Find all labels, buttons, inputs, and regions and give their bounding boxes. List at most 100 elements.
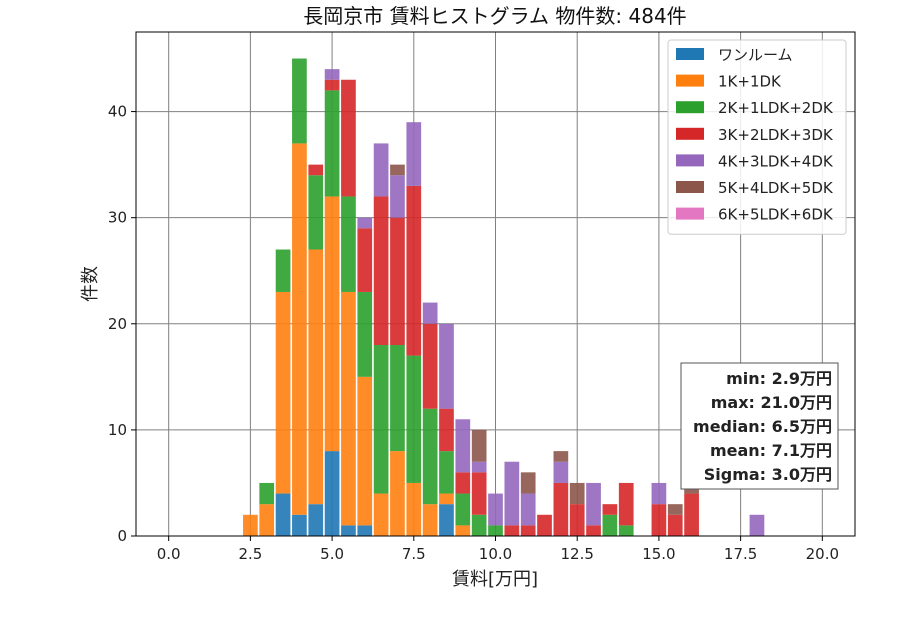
histogram-bar [422, 302, 438, 324]
histogram-bar [324, 451, 340, 536]
histogram-bar [292, 58, 307, 144]
stats-line: min: 2.9万円 [726, 369, 832, 388]
histogram-bar [422, 323, 438, 409]
histogram-bar [308, 164, 324, 176]
histogram-bar [553, 482, 569, 536]
legend-label: 3K+2LDK+3DK [718, 126, 834, 144]
legend-label: 6K+5LDK+6DK [718, 206, 834, 224]
histogram-bar [390, 451, 405, 536]
histogram-bar [618, 525, 634, 536]
bars [243, 58, 765, 536]
legend-swatch [676, 101, 704, 114]
histogram-bar [324, 90, 340, 197]
histogram-bar [390, 164, 405, 176]
histogram-bar [569, 504, 585, 536]
histogram-bar [553, 461, 569, 483]
histogram-bar [373, 143, 389, 197]
histogram-bar [308, 504, 324, 536]
x-axis-ticks: 0.0 2.5 5.0 7.5 10.0 12.5 15.0 17.5 20.0 [157, 536, 839, 563]
legend-swatch [676, 48, 704, 60]
histogram-bar [439, 451, 454, 494]
legend: ワンルーム 1K+1DK 2K+1LDK+2DK 3K+2LDK+3DK 4K+3LDK… [667, 39, 847, 235]
histogram-bar [504, 461, 520, 526]
legend-swatch [676, 127, 704, 140]
histogram-bar [504, 525, 520, 536]
histogram-bar [455, 525, 471, 536]
histogram-bar [520, 525, 536, 536]
legend-label: 5K+4LDK+5DK [718, 179, 834, 197]
histogram-bar [357, 525, 373, 536]
histogram-bar [357, 217, 373, 229]
histogram-bar [488, 525, 503, 536]
x-tick-label: 15.0 [642, 545, 675, 563]
x-tick-label: 20.0 [806, 545, 839, 563]
histogram-bar [471, 429, 487, 462]
histogram-bar [406, 482, 422, 536]
histogram-bar [651, 504, 667, 536]
histogram-bar [373, 196, 389, 346]
histogram-bar [439, 504, 454, 536]
histogram-bar [651, 482, 667, 505]
histogram-bar [292, 143, 307, 515]
histogram-bar [618, 482, 634, 526]
histogram-bar [324, 79, 340, 91]
histogram-bar [667, 514, 683, 536]
x-axis-label: 賃料[万円] [452, 569, 538, 590]
histogram-bar [292, 514, 307, 536]
legend-label: 4K+3LDK+4DK [718, 152, 834, 170]
histogram-bar [602, 514, 618, 536]
histogram-bar [422, 504, 438, 536]
stats-line: max: 21.0万円 [711, 393, 832, 412]
histogram-bar [341, 525, 356, 536]
histogram-bar [586, 482, 601, 526]
histogram-bar [357, 291, 373, 377]
histogram-bar [684, 493, 699, 536]
histogram-bar [602, 504, 618, 515]
histogram-bar [586, 525, 601, 536]
histogram-bar [243, 514, 258, 536]
legend-label: ワンルーム [718, 46, 793, 64]
histogram-bar [569, 482, 585, 505]
histogram-bar [471, 514, 487, 536]
histogram-bar [308, 249, 324, 505]
histogram-bar [341, 291, 356, 526]
y-axis-label: 件数 [80, 266, 101, 302]
histogram-bar [390, 217, 405, 346]
y-tick-label: 40 [108, 103, 127, 121]
histogram-bar [373, 345, 389, 494]
histogram-bar [455, 493, 471, 526]
legend-swatch [676, 207, 704, 220]
histogram-bar [357, 376, 373, 526]
y-tick-label: 0 [117, 527, 127, 545]
histogram-bar [390, 345, 405, 452]
histogram-bar [553, 451, 569, 462]
histogram-bar [537, 514, 552, 536]
histogram-bar [667, 504, 683, 515]
histogram-bar [259, 482, 275, 505]
x-tick-label: 12.5 [561, 545, 594, 563]
y-tick-label: 30 [108, 209, 127, 227]
legend-label: 1K+1DK [718, 73, 782, 91]
histogram-bar [749, 514, 765, 536]
histogram-bar [455, 472, 471, 494]
x-tick-label: 7.5 [402, 545, 426, 563]
histogram-bar [341, 79, 356, 197]
histogram-bar [439, 493, 454, 505]
histogram-bar [324, 69, 340, 80]
x-tick-label: 2.5 [238, 545, 262, 563]
histogram-bar [390, 175, 405, 218]
histogram-bar [341, 196, 356, 292]
histogram-bar [520, 493, 536, 526]
histogram-bar [357, 228, 373, 292]
histogram-bar [259, 504, 275, 536]
stats-box-frame [680, 362, 839, 490]
histogram-bar [324, 196, 340, 452]
histogram-bar [275, 291, 291, 494]
histogram-bar [455, 419, 471, 473]
histogram-bar [471, 461, 487, 473]
y-tick-label: 20 [108, 315, 127, 333]
histogram-bar [406, 185, 422, 356]
x-tick-label: 10.0 [479, 545, 512, 563]
stats-box: min: 2.9万円 max: 21.0万円 median: 6.5万円 mean: … [680, 362, 839, 490]
